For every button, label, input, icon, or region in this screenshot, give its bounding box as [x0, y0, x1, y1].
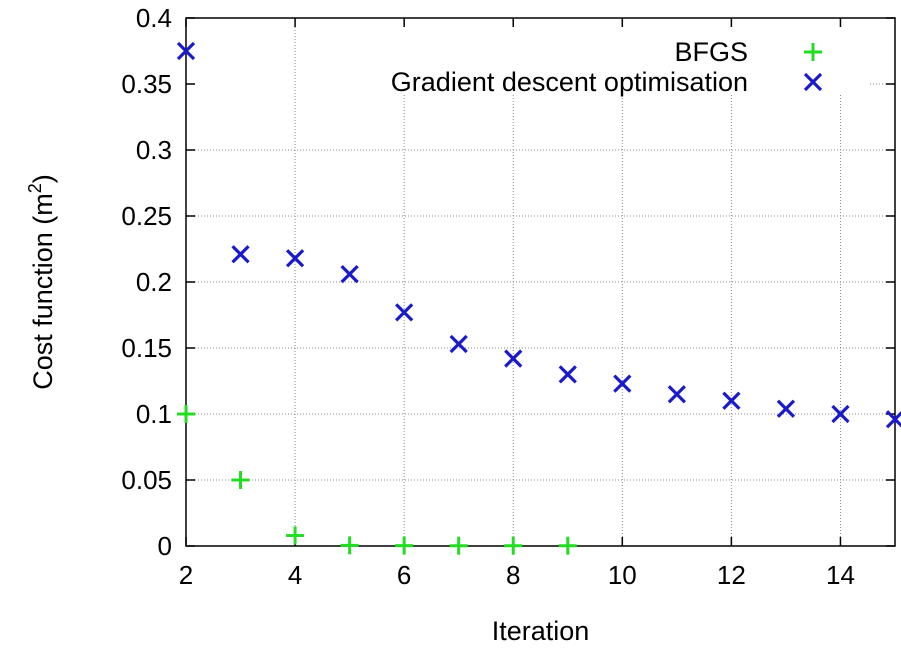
y-tick-label: 0.25	[121, 201, 172, 231]
data-points	[176, 41, 901, 555]
y-tick-label: 0.35	[121, 69, 172, 99]
y-axis-title-suffix: )	[28, 174, 58, 183]
gradient-descent-point	[667, 385, 686, 404]
x-tick-label: 10	[608, 560, 637, 590]
y-axis-title-superscript: 2	[25, 183, 45, 193]
bfgs-point	[449, 536, 468, 555]
x-tick-labels: 2 4 6 8 10 12 14	[179, 560, 855, 590]
bfgs-point	[231, 471, 250, 489]
y-axis-title: Cost function (m2)	[25, 174, 58, 390]
bfgs-point	[558, 536, 577, 555]
gradient-descent-point	[831, 404, 850, 424]
y-tick-labels: 0 0.05 0.1 0.15 0.2 0.25 0.3 0.35 0.4	[121, 3, 172, 561]
legend-marker-bfgs	[804, 43, 822, 61]
bfgs-point	[395, 536, 414, 555]
x-tick-label: 8	[506, 560, 520, 590]
legend-marker-gradient-descent	[803, 72, 823, 92]
gradient-descent-point	[449, 334, 468, 354]
y-tick-label: 0.2	[136, 267, 172, 297]
gradient-descent-point	[776, 399, 796, 418]
bfgs-point	[286, 526, 305, 545]
bfgs-point	[177, 405, 195, 423]
x-tick-label: 12	[717, 560, 746, 590]
x-tick-label: 6	[397, 560, 411, 590]
gradient-descent-point	[613, 374, 632, 393]
gradient-descent-point	[885, 410, 901, 429]
bfgs-point	[504, 536, 523, 555]
gradient-descent-point	[504, 349, 523, 368]
y-tick-label: 0	[158, 531, 172, 561]
gradient-descent-point	[340, 264, 359, 284]
grid	[186, 18, 895, 546]
y-tick-label: 0.4	[136, 3, 172, 33]
gradient-descent-point	[285, 249, 305, 268]
gradient-descent-point	[558, 365, 577, 384]
gradient-descent-point	[231, 245, 250, 264]
legend-label-gradient-descent: Gradient descent optimisation	[391, 67, 748, 97]
legend-label-bfgs: BFGS	[674, 37, 748, 67]
x-tick-label: 14	[826, 560, 855, 590]
y-tick-label: 0.15	[121, 333, 172, 363]
y-tick-label: 0.1	[136, 399, 172, 429]
gradient-descent-point	[395, 303, 414, 322]
gradient-descent-point	[722, 391, 741, 410]
gradient-descent-point	[176, 41, 196, 61]
y-tick-label: 0.3	[136, 135, 172, 165]
y-axis-title-main: Cost function (m	[28, 193, 58, 390]
x-axis-title: Iteration	[492, 616, 590, 646]
y-tick-label: 0.05	[121, 465, 172, 495]
x-tick-label: 2	[179, 560, 193, 590]
x-tick-label: 4	[288, 560, 302, 590]
bfgs-point	[340, 536, 359, 555]
